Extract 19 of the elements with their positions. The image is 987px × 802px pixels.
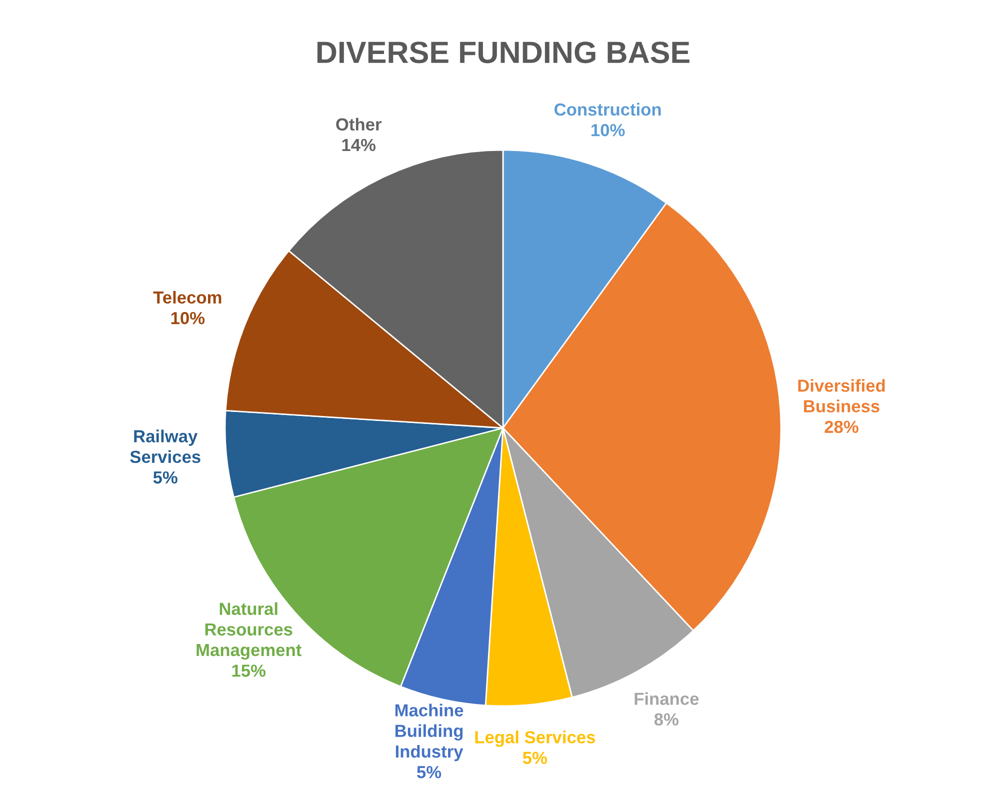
slice-label: Telecom [153,290,222,304]
slice-label: Finance [634,692,699,705]
slice-label: Railway Services [130,430,200,464]
slice-label: Other [336,118,382,131]
data-label: 5% [522,752,548,764]
data-label: 5% [417,766,442,778]
data-label: 10% [592,124,625,136]
slice-label: Natural Resources Management [196,602,302,660]
data-label: 8% [654,713,678,726]
slice-label: Machine Building Industry [395,704,464,762]
slice-label: Legal Services [475,730,596,747]
slice-label: Diversified Business [798,379,885,412]
slice-label: Construction [554,102,661,116]
data-label: 15% [232,664,266,677]
data-label: 14% [342,138,376,152]
data-label: 28% [824,420,858,433]
data-label: 10% [171,312,205,324]
data-label: 5% [153,471,178,484]
chart-title: DIVERSE FUNDING BASE [317,42,690,64]
